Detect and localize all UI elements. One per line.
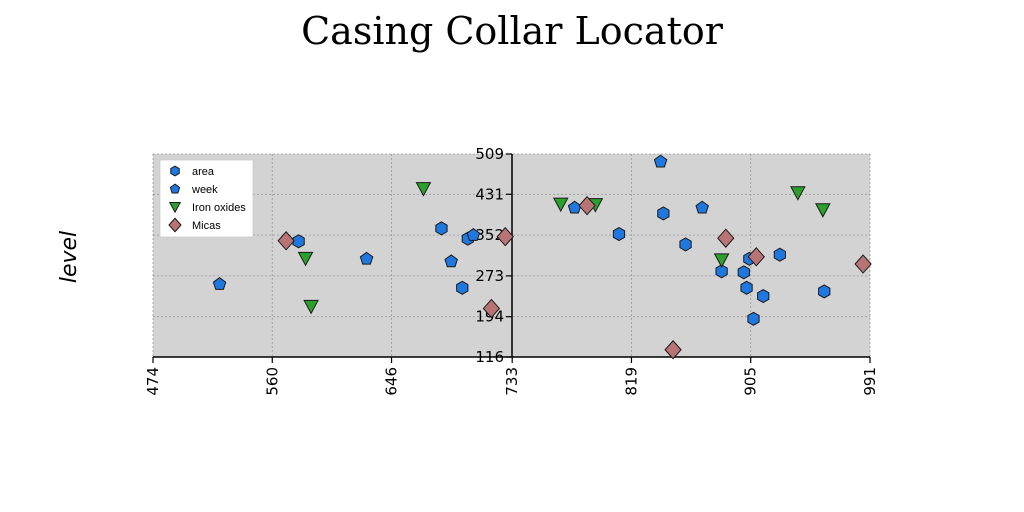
data-point bbox=[578, 195, 596, 216]
data-point bbox=[790, 186, 806, 201]
data-point bbox=[737, 265, 750, 280]
data-point bbox=[717, 228, 735, 248]
data-point bbox=[740, 280, 753, 295]
data-point bbox=[757, 288, 770, 304]
data-point bbox=[612, 226, 626, 242]
legend-marker bbox=[170, 165, 180, 177]
chart-title: Casing Collar Locator bbox=[301, 9, 724, 53]
data-point bbox=[444, 254, 458, 268]
x-tick-label: 819 bbox=[622, 367, 640, 396]
data-point bbox=[653, 154, 668, 168]
data-point bbox=[496, 226, 514, 247]
legend: area week Iron oxides Micas bbox=[159, 159, 254, 238]
x-tick-label: 646 bbox=[383, 367, 401, 396]
legend-marker bbox=[169, 183, 181, 194]
data-point bbox=[456, 280, 469, 295]
y-tick-label: 352 bbox=[475, 226, 504, 244]
data-point bbox=[773, 247, 786, 262]
x-tick-label: 474 bbox=[144, 367, 162, 396]
data-point bbox=[297, 251, 314, 267]
y-tick-label: 273 bbox=[475, 267, 504, 285]
x-tick-label: 991 bbox=[861, 367, 879, 396]
data-point bbox=[466, 227, 481, 241]
data-point bbox=[815, 203, 831, 218]
data-point bbox=[657, 206, 670, 221]
data-point bbox=[482, 298, 501, 319]
y-tick-label: 194 bbox=[475, 308, 504, 326]
data-point bbox=[415, 182, 432, 197]
x-tick-label: 733 bbox=[503, 367, 521, 396]
data-point bbox=[854, 254, 872, 274]
data-points bbox=[212, 154, 872, 360]
x-tick-label: 560 bbox=[263, 367, 281, 396]
data-point bbox=[212, 277, 227, 290]
y-tick-label: 509 bbox=[475, 145, 504, 163]
data-point bbox=[303, 299, 319, 315]
data-point bbox=[664, 340, 682, 360]
axes: 474 560 646 733 819 905 991 116 194 273 352 431 509 bbox=[144, 145, 879, 396]
data-point bbox=[747, 311, 760, 326]
data-point bbox=[552, 197, 569, 213]
data-point bbox=[695, 200, 709, 214]
data-point bbox=[292, 234, 305, 249]
data-point bbox=[713, 253, 730, 268]
y-tick-label: 431 bbox=[475, 185, 504, 203]
legend-label: area bbox=[192, 166, 215, 178]
legend-label: Iron oxides bbox=[192, 202, 246, 214]
data-point bbox=[715, 264, 728, 279]
x-tick-label: 905 bbox=[742, 367, 760, 396]
y-axis-label: level bbox=[57, 231, 82, 283]
legend-marker bbox=[168, 217, 182, 233]
data-point bbox=[679, 237, 692, 252]
data-point bbox=[359, 251, 374, 265]
legend-marker bbox=[168, 202, 182, 214]
legend-label: Micas bbox=[192, 220, 221, 232]
data-point bbox=[277, 231, 295, 251]
y-tick-label: 116 bbox=[475, 348, 504, 366]
data-point bbox=[818, 284, 831, 299]
data-point bbox=[435, 221, 448, 236]
data-point bbox=[747, 247, 765, 267]
legend-label: week bbox=[191, 184, 218, 196]
